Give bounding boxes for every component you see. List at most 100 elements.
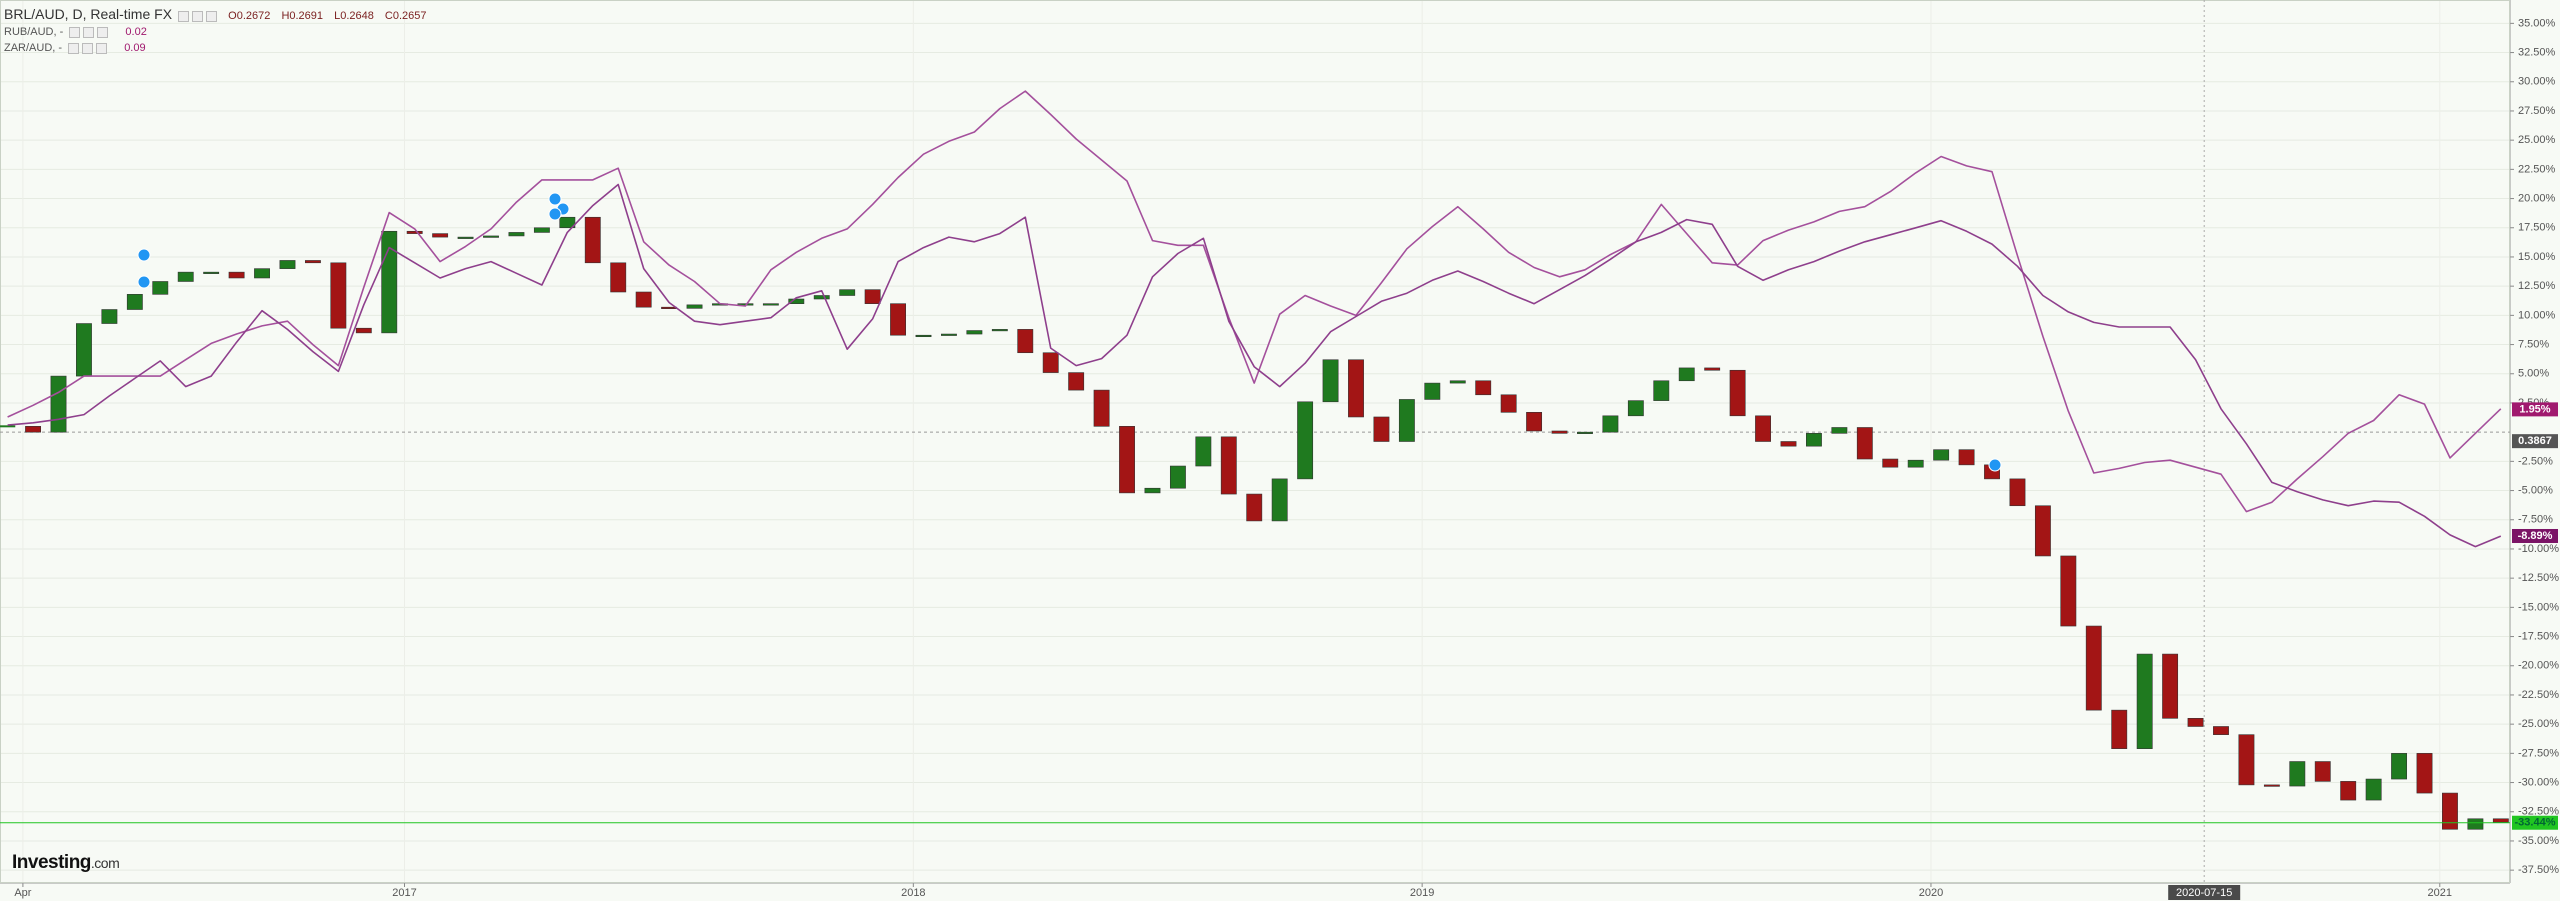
candle (610, 262, 627, 293)
candle (1475, 380, 1492, 396)
candle (304, 260, 321, 264)
candle (1169, 465, 1186, 489)
candle (1017, 329, 1034, 354)
candle (355, 327, 372, 334)
candle (915, 334, 932, 338)
candle (228, 271, 245, 279)
y-tick-label: 15.00% (2518, 251, 2556, 263)
y-tick-label: -30.00% (2518, 776, 2559, 788)
icon[interactable] (206, 10, 218, 22)
legend-label: RUB/AUD, - (4, 26, 64, 38)
candle (1958, 449, 1975, 466)
brand-suffix: .com (90, 855, 120, 871)
candle (584, 216, 601, 264)
candle (1500, 394, 1517, 413)
candle (1424, 382, 1441, 400)
icon[interactable] (192, 10, 204, 22)
candle (2263, 784, 2280, 787)
legend-value: 0.02 (125, 26, 147, 38)
legend-row: BRL/AUD, D, Real-time FX O0.2672 H0.2691… (4, 6, 427, 24)
candle (2085, 625, 2102, 711)
candle (1297, 401, 1314, 480)
candle (1526, 412, 1543, 432)
candle (1271, 478, 1288, 522)
candle (1627, 400, 1644, 417)
candle (2391, 753, 2408, 780)
x-tick-label: 2018 (901, 887, 925, 899)
icon[interactable] (69, 26, 81, 38)
candle (2492, 818, 2509, 823)
y-tick-label: 17.50% (2518, 222, 2556, 234)
candle (1144, 487, 1161, 494)
candle (508, 232, 525, 237)
candle (1755, 415, 1771, 442)
candle (1042, 352, 1059, 373)
last-value-label: -33.44% (2515, 817, 2556, 829)
y-tick-label: 5.00% (2518, 368, 2549, 380)
candle (890, 303, 906, 336)
crosshair-label-box (2168, 885, 2241, 900)
icon[interactable] (83, 26, 95, 38)
candle (50, 375, 67, 433)
candle (1577, 431, 1593, 434)
candle (152, 281, 169, 295)
candle (1220, 436, 1237, 495)
candle (1119, 426, 1135, 494)
candle (406, 230, 423, 234)
candle (2238, 734, 2255, 786)
y-tick-label: -5.00% (2518, 484, 2553, 496)
candle (2111, 709, 2128, 749)
x-tick-label: 2020 (1919, 887, 1943, 899)
icon[interactable] (178, 10, 190, 22)
icon[interactable] (82, 42, 94, 54)
brand-name: Investing (12, 852, 91, 873)
candle (1068, 372, 1085, 391)
x-tick-label: 2019 (1410, 887, 1434, 899)
candle (941, 333, 957, 336)
candle (991, 329, 1008, 332)
candle (1322, 359, 1339, 403)
candle (1780, 441, 1797, 447)
candle (483, 235, 499, 238)
candle (101, 309, 118, 324)
crosshair-label: 2020-07-15 (2176, 887, 2232, 899)
candle (635, 291, 652, 308)
y-tick-label: -32.50% (2518, 806, 2559, 818)
candle (1882, 458, 1899, 468)
candle (686, 304, 703, 309)
candle (1449, 380, 1466, 384)
y-tick-label: 22.50% (2518, 163, 2556, 175)
icon[interactable] (96, 42, 108, 54)
y-tick-label: -15.00% (2518, 601, 2559, 613)
icon[interactable] (97, 26, 109, 38)
y-tick-label: -35.00% (2518, 835, 2559, 847)
event-marker (548, 192, 562, 206)
candle (2365, 778, 2382, 801)
candle (966, 330, 983, 335)
candle (1246, 493, 1263, 522)
candle (457, 236, 474, 239)
candle (1398, 399, 1415, 442)
y-tick-label: 25.00% (2518, 134, 2556, 146)
y-tick-label: 7.50% (2518, 338, 2549, 350)
candle (2162, 653, 2179, 719)
candle (1729, 369, 1746, 417)
candle (203, 271, 220, 274)
candle (864, 289, 881, 304)
last-value-box (2512, 402, 2558, 417)
last-value-label: 1.95% (2519, 403, 2550, 415)
candle (2187, 718, 2204, 727)
event-marker (1988, 458, 2002, 472)
icon[interactable] (68, 42, 80, 54)
y-tick-label: -7.50% (2518, 514, 2553, 526)
y-tick-label: 12.50% (2518, 280, 2556, 292)
y-tick-label: -2.50% (2518, 455, 2553, 467)
y-tick-label: 35.00% (2518, 17, 2556, 29)
candle (1806, 433, 1822, 447)
base-label-box (2512, 434, 2558, 449)
candle (432, 233, 449, 238)
candle (1831, 427, 1848, 434)
candle (788, 298, 805, 304)
candle (2416, 753, 2433, 794)
